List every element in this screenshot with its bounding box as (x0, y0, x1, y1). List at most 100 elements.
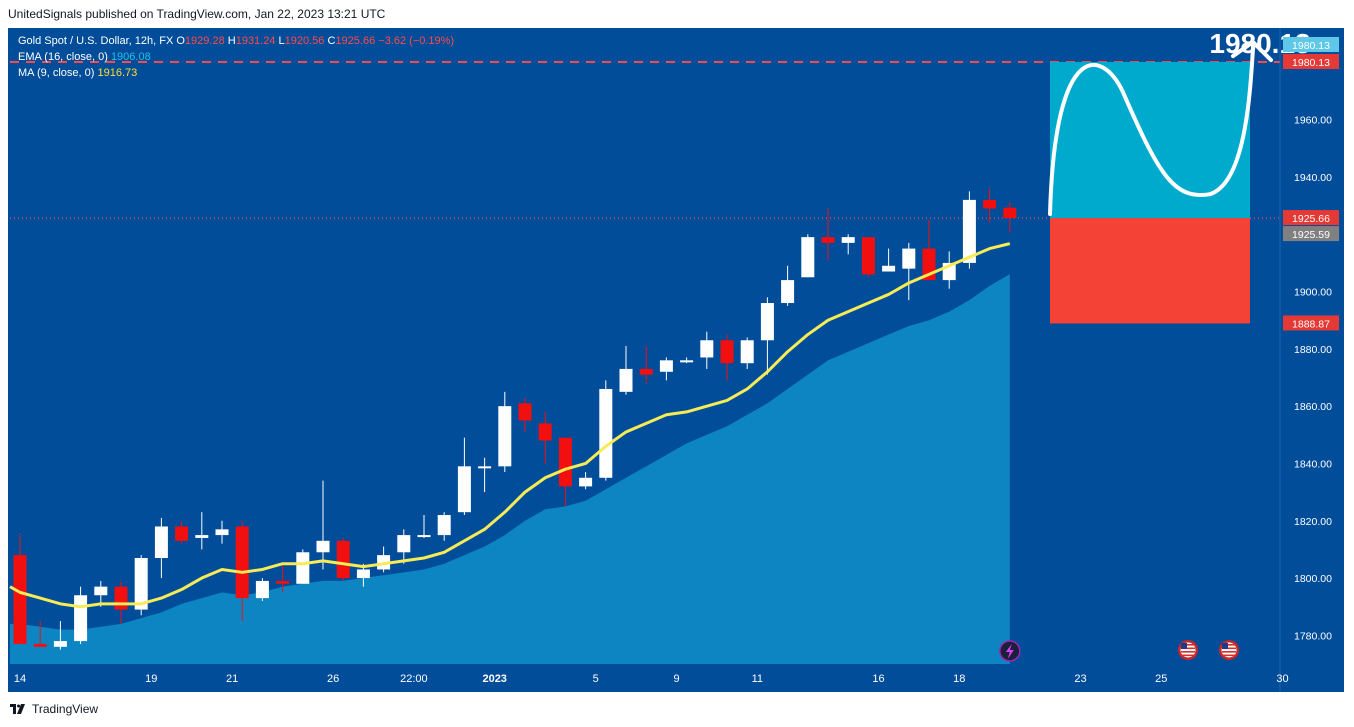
stop-price-tag[interactable]: 1888.87 (1283, 315, 1339, 331)
ma-line[interactable] (9, 242, 1011, 609)
x-tick-label: 9 (673, 673, 679, 685)
candle-body (680, 360, 694, 363)
candle[interactable] (942, 251, 956, 289)
candle[interactable] (700, 331, 714, 369)
high-value: 1931.24 (235, 35, 276, 47)
candle[interactable] (134, 555, 148, 616)
candle[interactable] (760, 297, 774, 375)
x-tick-label: 30 (1276, 673, 1288, 685)
candle[interactable] (619, 346, 633, 395)
candle[interactable] (882, 248, 896, 272)
candle[interactable] (154, 517, 168, 579)
candle[interactable] (538, 411, 552, 464)
us-flag-icon[interactable] (1178, 640, 1198, 660)
projection-curve (1048, 46, 1255, 217)
candle-body (13, 555, 27, 644)
tradingview-footer[interactable]: TradingView (10, 702, 98, 716)
candle[interactable] (781, 265, 795, 306)
candle[interactable] (680, 357, 694, 364)
candle-body (33, 643, 47, 647)
candle-body (417, 535, 431, 538)
candle-body (558, 437, 572, 487)
candle-body (195, 535, 209, 538)
candle-body (882, 265, 896, 272)
candle[interactable] (397, 529, 411, 564)
y-tick-label: 1880.00 (1294, 344, 1332, 356)
flag-stripe (1222, 654, 1236, 657)
candle-body (316, 540, 330, 553)
candle-body (841, 237, 855, 243)
candle[interactable] (801, 234, 815, 278)
open-label: O (176, 35, 185, 47)
us-flag-icon[interactable] (1219, 640, 1239, 660)
candle[interactable] (13, 535, 27, 644)
candle[interactable] (296, 549, 310, 584)
candle[interactable] (821, 208, 835, 261)
price-tag-text: 1980.13 (1292, 57, 1330, 69)
y-tick-label: 1860.00 (1294, 401, 1332, 413)
candle[interactable] (558, 437, 572, 507)
flag-stripe (1222, 651, 1236, 653)
candle[interactable] (377, 546, 391, 573)
candle-body (114, 586, 128, 610)
candle-body (518, 403, 532, 421)
target-zone[interactable] (1050, 62, 1250, 219)
candle[interactable] (195, 512, 209, 550)
candle[interactable] (902, 242, 916, 301)
candle-body (659, 360, 673, 372)
candle[interactable] (659, 357, 673, 381)
candle[interactable] (841, 234, 855, 255)
candle[interactable] (599, 380, 613, 481)
x-tick-label: 21 (226, 673, 238, 685)
flag-canton (1181, 643, 1187, 649)
x-tick-label: 23 (1074, 673, 1086, 685)
candle[interactable] (175, 520, 189, 544)
candle[interactable] (457, 437, 471, 516)
candle[interactable] (215, 520, 229, 544)
target-ghost-tag[interactable]: 1980.13 (1283, 37, 1339, 53)
flag-canton (1222, 643, 1228, 649)
candle[interactable] (579, 472, 593, 490)
x-tick-label: 19 (145, 673, 157, 685)
candle[interactable] (74, 586, 88, 644)
time-axis[interactable] (8, 664, 1344, 692)
candle[interactable] (33, 621, 47, 647)
candle[interactable] (255, 578, 269, 601)
last-price-tag[interactable]: 1925.66 (1283, 210, 1339, 226)
price-tag-bg (1283, 37, 1339, 53)
price-chart[interactable]: 1980.13 1419212622:00202359111618232530U… (8, 28, 1344, 692)
ma-legend[interactable]: MA (9, close, 0) 1916.73 (18, 67, 137, 79)
flag-stripe (1181, 654, 1195, 657)
candle-body (356, 569, 370, 579)
candle-body (235, 526, 249, 599)
candle-body (94, 586, 108, 596)
candle[interactable] (983, 188, 997, 223)
candle-body (397, 535, 411, 553)
candle[interactable] (720, 334, 734, 381)
candle[interactable] (316, 480, 330, 570)
y-tick-label: 1840.00 (1294, 458, 1332, 470)
candle[interactable] (437, 512, 451, 541)
x-tick-label: 11 (752, 673, 763, 685)
ema-legend[interactable]: EMA (16, close, 0) 1906.08 (18, 51, 151, 63)
candle[interactable] (498, 391, 512, 473)
candle[interactable] (639, 346, 653, 384)
lightning-icon[interactable] (999, 640, 1021, 662)
candle[interactable] (53, 621, 67, 650)
y-tick-label: 1800.00 (1294, 573, 1332, 585)
stop-zone[interactable] (1050, 218, 1250, 324)
candle[interactable] (417, 515, 431, 538)
candle[interactable] (336, 537, 350, 581)
price-tag-text: 1925.66 (1292, 213, 1330, 225)
candle[interactable] (478, 457, 492, 493)
target-price-tag[interactable]: 1980.13 (1283, 54, 1339, 69)
candle[interactable] (276, 563, 290, 593)
chart-panel[interactable]: 1980.13 1419212622:00202359111618232530U… (8, 28, 1344, 692)
footer-brand: TradingView (32, 702, 99, 716)
candle[interactable] (1003, 202, 1017, 233)
ma-price-tag[interactable]: 1925.59 (1283, 226, 1339, 242)
candle[interactable] (861, 237, 875, 278)
flag-stripe (1222, 644, 1236, 646)
candle[interactable] (518, 397, 532, 432)
candle[interactable] (740, 337, 754, 369)
